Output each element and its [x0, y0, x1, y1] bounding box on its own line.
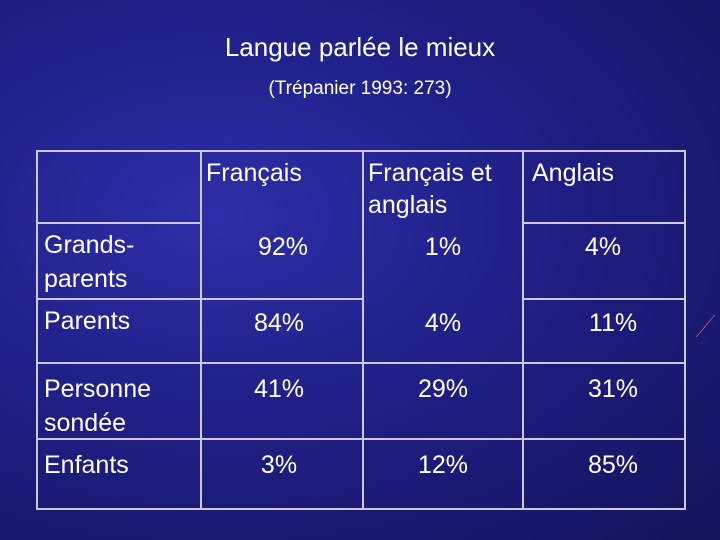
row-label-enfants: Enfants [44, 451, 129, 479]
row-label-parents: Parents [44, 307, 131, 335]
row-label-personne-sondee-line1: Personne [44, 375, 152, 403]
cell-value: 4% [424, 309, 462, 337]
header-francais-et-anglais-line1: Français et [368, 159, 492, 187]
column-divider [522, 152, 524, 508]
cell-value: 31% [587, 375, 639, 403]
row-label-personne-sondee-line2: sondée [44, 409, 127, 437]
row-divider [38, 438, 686, 440]
decorative-line [695, 315, 720, 337]
cell-value: 4% [584, 233, 622, 261]
row-label-grands-parents-line1: Grands- [44, 231, 135, 259]
row-divider [522, 222, 686, 224]
row-label-grands-parents-line2: parents [44, 265, 128, 293]
column-divider [362, 152, 364, 508]
column-divider [200, 152, 202, 508]
cell-value: 11% [588, 309, 638, 337]
header-francais: Français [206, 159, 302, 187]
cell-value: 1% [424, 233, 462, 261]
cell-value: 92% [257, 233, 309, 261]
row-divider [38, 298, 362, 300]
row-divider [522, 298, 686, 300]
header-francais-et-anglais-line2: anglais [368, 191, 448, 219]
row-divider [38, 222, 200, 224]
slide-title: Langue parlée le mieux [224, 32, 496, 62]
cell-value: 29% [417, 375, 469, 403]
row-divider [38, 362, 686, 364]
cell-value: 84% [253, 309, 305, 337]
cell-value: 41% [253, 375, 305, 403]
cell-value: 3% [260, 451, 298, 479]
cell-value: 12% [417, 451, 469, 479]
language-table: Français Français et anglais Anglais Gra… [36, 150, 686, 510]
cell-value: 85% [587, 451, 639, 479]
header-anglais: Anglais [532, 159, 614, 187]
slide-subtitle: (Trépanier 1993: 273) [268, 78, 452, 99]
